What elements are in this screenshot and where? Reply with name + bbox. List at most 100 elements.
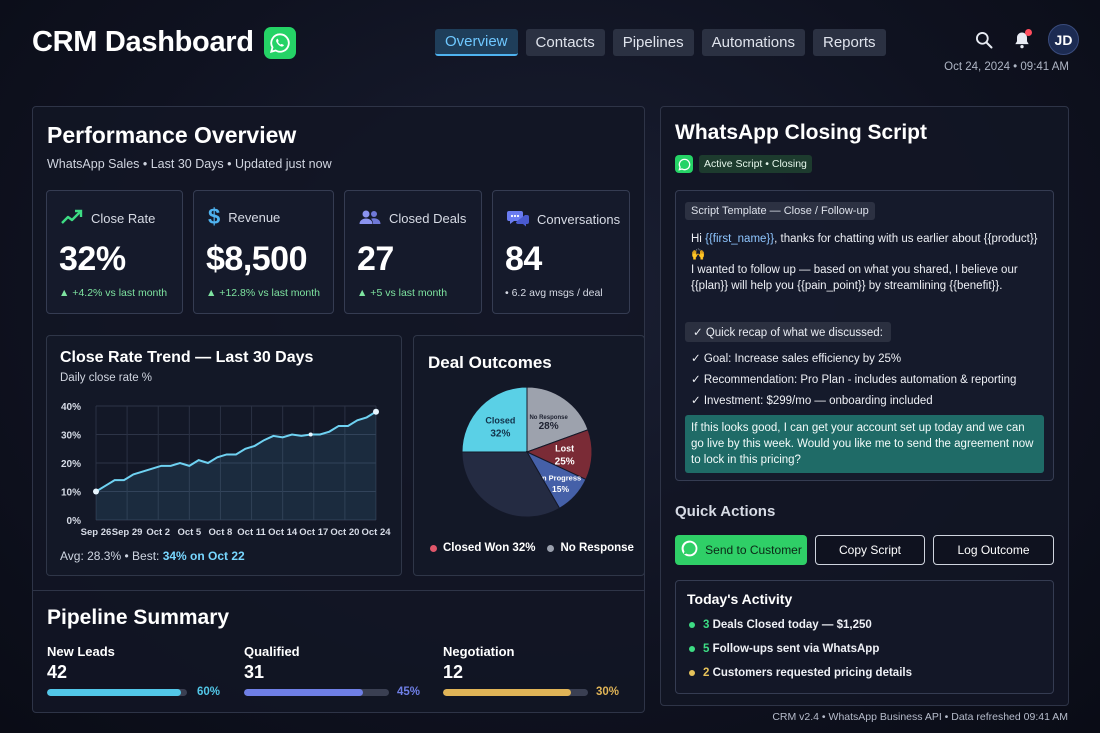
close-rate-line-chart[interactable]: 40% 30% 20% 10% 0%Sep 26 Sep 29 Oct 2 Oct 5 Oct … [46, 390, 402, 545]
activity-title: Today's Activity [687, 591, 793, 607]
quick-actions-title: Quick Actions [675, 503, 776, 520]
outcomes-title: Deal Outcomes [428, 353, 552, 372]
x-tick-label: Oct 24 [361, 527, 391, 538]
data-point [373, 408, 379, 415]
avatar[interactable]: JD [1048, 24, 1079, 55]
script-title: WhatsApp Closing Script [675, 121, 927, 144]
stage-pct: 60% [197, 686, 221, 698]
stage-pct: 45% [397, 686, 421, 698]
x-tick-label: Sep 26 [81, 527, 112, 538]
script-template-label: Script Template — Close / Follow-up [685, 202, 875, 220]
stage-progress-bar [47, 688, 187, 696]
tab-automations[interactable]: Automations [701, 29, 805, 56]
send-to-customer-button[interactable]: Send to Customer [675, 535, 807, 565]
activity-item: 5 Follow-ups sent via WhatsApp [689, 643, 879, 655]
data-point [308, 432, 313, 437]
active-script-badge: Active Script • Closing [699, 155, 812, 173]
check-item: ✓ Investment: $299/mo — onboarding inclu… [691, 395, 933, 407]
stage-value: 31 [244, 662, 265, 682]
performance-title: Performance Overview [47, 122, 297, 148]
x-tick-label: Oct 2 [146, 527, 170, 538]
kpi-label: Conversations [537, 212, 621, 227]
log-outcome-button[interactable]: Log Outcome [933, 535, 1054, 565]
slice-label: No Response [529, 415, 568, 421]
kpi-close-rate[interactable]: Close Rate 32% ▲ +4.2% vs last month [46, 190, 183, 314]
kpi-value: $8,500 [206, 240, 308, 278]
legend-swatch [547, 544, 555, 552]
x-tick-label: Oct 14 [268, 527, 298, 538]
stage-label: Qualified [244, 644, 300, 659]
whatsapp-logo-icon [263, 26, 296, 59]
pie-slice [461, 451, 561, 518]
tab-overview[interactable]: Overview [435, 29, 518, 56]
slice-value: 28% [539, 421, 559, 432]
x-tick-label: Sep 29 [112, 527, 143, 538]
kpi-value: 27 [357, 240, 394, 278]
x-tick-label: Oct 11 [237, 527, 266, 538]
kpi-conversations[interactable]: Conversations 84 • 6.2 avg msgs / deal [492, 190, 630, 314]
trend-footer: Avg: 28.3% • Best: 34% on Oct 22 [60, 549, 245, 563]
closing-message: If this looks good, I can get your accou… [685, 415, 1044, 473]
todays-activity-card [675, 580, 1054, 694]
kpi-closed-deals[interactable]: Closed Deals 27 ▲ +5 vs last month [344, 190, 482, 314]
x-tick-label: Oct 20 [330, 527, 359, 538]
kpi-revenue[interactable]: $ Revenue $8,500 ▲ +12.8% vs last month [193, 190, 334, 314]
footer-status: CRM v2.4 • WhatsApp Business API • Data … [772, 711, 1068, 723]
app-title: CRM Dashboard [32, 26, 296, 59]
tab-contacts[interactable]: Contacts [525, 29, 605, 56]
kpi-delta: ▲ +5 vs last month [357, 287, 448, 299]
recap-label: ✓ Quick recap of what we discussed: [685, 322, 891, 342]
script-greeting: Hi {{first_name}}, thanks for chatting w… [691, 233, 1038, 261]
whatsapp-icon [680, 539, 699, 561]
slice-value: 25% [555, 457, 575, 468]
script-body: I wanted to follow up — based on what yo… [691, 264, 1018, 292]
legend-item: No Response [547, 542, 634, 554]
trend-subtitle: Daily close rate % [60, 372, 153, 384]
copy-script-button[interactable]: Copy Script [815, 535, 925, 565]
pie-slice [526, 386, 589, 453]
search-icon[interactable] [972, 28, 996, 52]
chat-icon [507, 209, 529, 230]
bell-icon[interactable] [1010, 28, 1034, 52]
activity-item: 2 Customers requested pricing details [689, 667, 912, 679]
tab-pipelines[interactable]: Pipelines [612, 29, 694, 56]
slice-label: Closed [485, 415, 515, 425]
tab-reports[interactable]: Reports [812, 29, 886, 56]
slice-label: In Progress [540, 474, 581, 483]
stage-value: 12 [443, 662, 464, 682]
slice-value: 15% [552, 484, 569, 494]
legend-swatch [430, 544, 437, 552]
performance-subtitle: WhatsApp Sales • Last 30 Days • Updated … [47, 157, 332, 171]
kpi-label: Close Rate [91, 211, 156, 226]
kpi-label: Closed Deals [389, 211, 467, 226]
slice-value: 32% [490, 428, 510, 439]
pie-legend: Closed Won 32% No Response [430, 542, 634, 554]
check-item: ✓ Recommendation: Pro Plan - includes au… [691, 374, 1017, 386]
y-tick-label: 30% [61, 431, 81, 442]
data-point [93, 488, 99, 495]
stage-pct: 30% [596, 686, 620, 698]
trend-up-icon [61, 209, 83, 228]
pipeline-stage-new-leads[interactable]: New Leads 42 60% [47, 644, 222, 698]
x-tick-label: Oct 5 [177, 527, 201, 538]
status-dot [689, 670, 695, 676]
status-dot [689, 646, 695, 652]
check-item: ✓ Goal: Increase sales efficiency by 25% [691, 353, 902, 365]
trend-footer-prefix: Avg: 28.3% • Best: [60, 549, 163, 563]
kpi-delta: ▲ +4.2% vs last month [59, 287, 168, 299]
kpi-label: Revenue [228, 209, 281, 225]
y-tick-label: 10% [61, 488, 81, 499]
kpi-value: 32% [59, 240, 126, 278]
status-dot [689, 622, 695, 628]
y-tick-label: 0% [67, 516, 82, 527]
pipeline-stage-negotiation[interactable]: Negotiation 12 30% [443, 644, 628, 698]
y-tick-label: 40% [61, 402, 81, 413]
trend-best: 34% on Oct 22 [162, 549, 245, 563]
kpi-value: 84 [505, 240, 542, 278]
series-line [95, 410, 377, 493]
trend-title: Close Rate Trend — Last 30 Days [60, 349, 314, 366]
legend-label: No Response [560, 542, 634, 554]
stage-label: Negotiation [443, 644, 515, 659]
pipeline-stage-qualified[interactable]: Qualified 31 45% [244, 644, 424, 698]
